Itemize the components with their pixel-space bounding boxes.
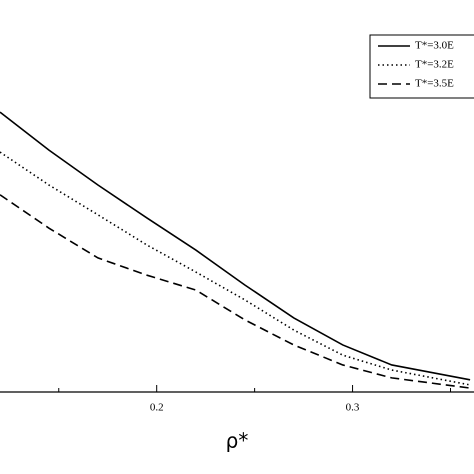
line-series: [0, 151, 471, 386]
x-axis-label: ρ*: [226, 429, 249, 453]
x-tick-label: 0.2: [150, 402, 164, 414]
legend-label: T*=3.5E: [415, 78, 454, 90]
line-series: [0, 111, 471, 381]
x-tick-label: 0.3: [346, 402, 360, 414]
line-series: [0, 194, 471, 389]
legend-label: T*=3.2E: [415, 59, 454, 71]
legend-label: T*=3.0E: [415, 40, 454, 52]
